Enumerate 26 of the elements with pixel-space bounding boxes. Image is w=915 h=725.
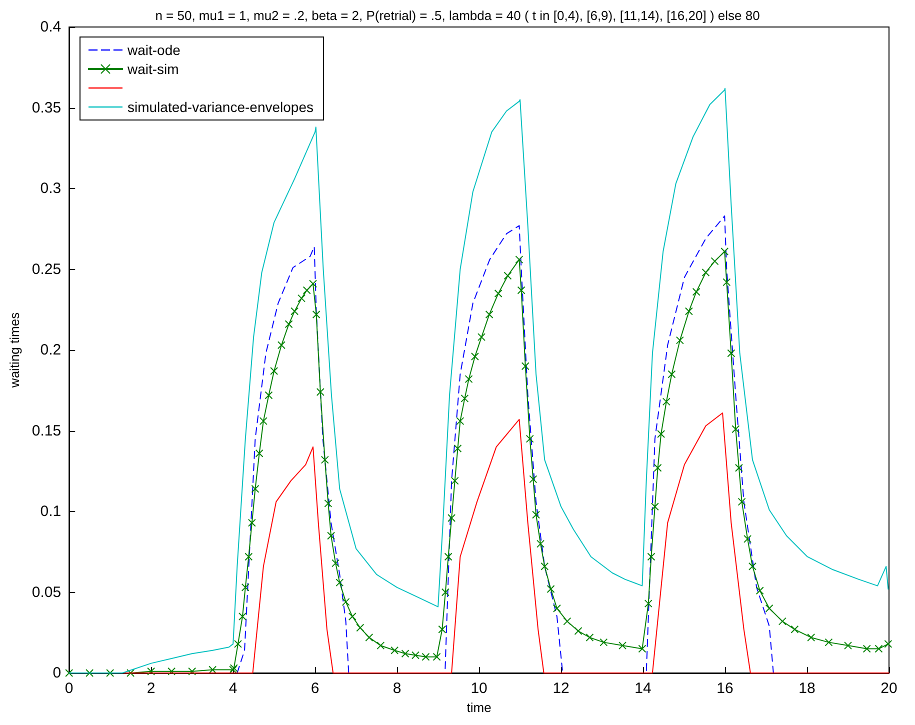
y-tick-label: 0.05 — [32, 584, 62, 601]
y-tick-label: 0.25 — [32, 260, 62, 278]
x-tick-label: 2 — [146, 680, 156, 697]
x-tick-label: 4 — [228, 680, 238, 697]
y-tick-label: 0.4 — [40, 18, 62, 36]
x-tick-label: 12 — [552, 680, 570, 697]
y-axis-title: waiting times — [7, 312, 22, 389]
y-tick-label: 0 — [52, 664, 62, 682]
x-tick-label: 8 — [392, 680, 402, 697]
y-tick-label: 0.3 — [40, 180, 62, 197]
legend-label: wait-ode — [126, 42, 181, 58]
x-tick-label: 6 — [310, 680, 320, 697]
y-tick-label: 0.2 — [40, 342, 62, 358]
x-tick-label: 0 — [64, 680, 74, 697]
legend-label: simulated-variance-envelopes — [128, 99, 314, 115]
x-tick-label: 20 — [880, 680, 898, 697]
y-tick-label: 0.1 — [40, 503, 62, 520]
x-tick-label: 18 — [798, 680, 816, 697]
x-tick-label: 14 — [634, 680, 652, 697]
x-axis-title: time — [466, 700, 492, 715]
x-tick-label: 10 — [470, 680, 488, 697]
y-tick-label: 0.15 — [32, 422, 62, 440]
chart-title: n = 50, mu1 = 1, mu2 = .2, beta = 2, P(retrial) = .5, lambda = 40 ( t in [0,4), [6,9), [11,14), [16,20] ) else 80 — [155, 8, 760, 23]
legend-label: wait-sim — [126, 61, 179, 77]
y-tick-label: 0.35 — [32, 99, 62, 116]
x-tick-label: 16 — [716, 680, 734, 697]
